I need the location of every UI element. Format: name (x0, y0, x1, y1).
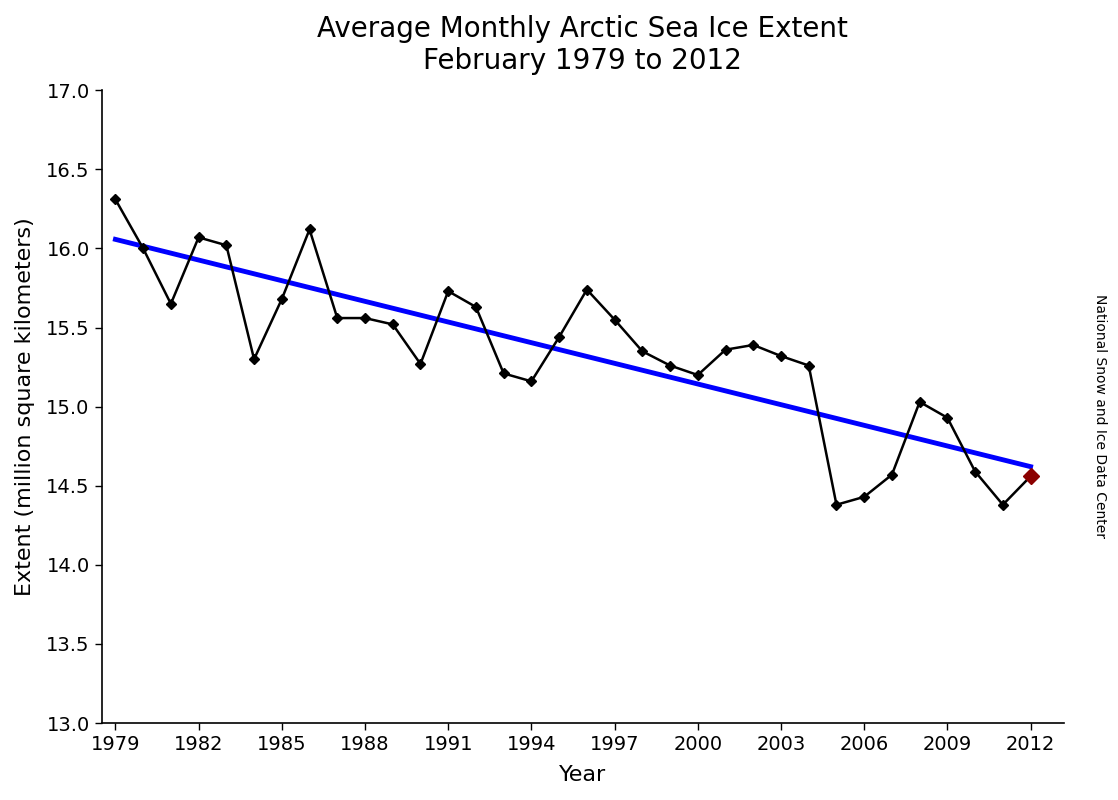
Title: Average Monthly Arctic Sea Ice Extent
February 1979 to 2012: Average Monthly Arctic Sea Ice Extent Fe… (318, 15, 849, 75)
X-axis label: Year: Year (559, 765, 606, 785)
Y-axis label: Extent (million square kilometers): Extent (million square kilometers) (15, 218, 35, 596)
Text: National Snow and Ice Data Center: National Snow and Ice Data Center (1093, 294, 1108, 538)
